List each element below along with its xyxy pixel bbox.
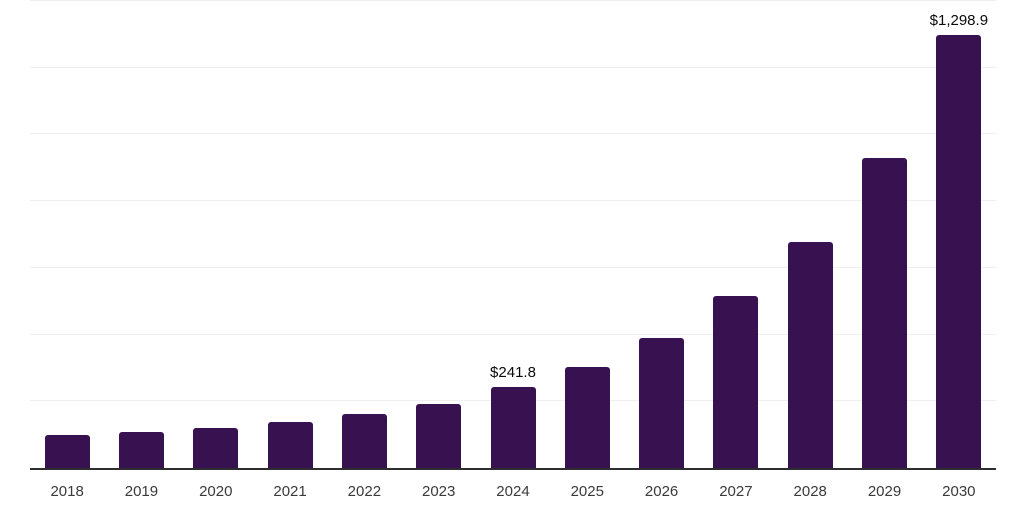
bar-2029[interactable] xyxy=(862,157,908,468)
x-tick-label-2020: 2020 xyxy=(199,483,233,500)
x-axis-labels: 2018 2019 2020 2021 2022 2023 2024 2025 2026 2027… xyxy=(30,483,996,505)
x-tick-label-2022: 2022 xyxy=(347,483,382,500)
gridline xyxy=(30,66,996,68)
bar-value-label-2030: $1,298.9 xyxy=(929,11,989,29)
gridline xyxy=(30,266,996,268)
x-tick-label-2025: 2025 xyxy=(570,483,604,500)
bar-2030[interactable] xyxy=(936,34,982,468)
bar-2018[interactable] xyxy=(44,434,90,468)
gridline xyxy=(30,200,996,202)
x-tick-label-2026: 2026 xyxy=(644,483,679,500)
x-tick-label-2030: 2030 xyxy=(942,483,976,500)
x-tick-label-2021: 2021 xyxy=(273,483,307,500)
gridline xyxy=(30,133,996,135)
gridline xyxy=(30,0,996,1)
bar-value-label-2024: $241.8 xyxy=(490,364,536,382)
x-tick-label-2024: 2024 xyxy=(496,483,530,500)
x-tick-label-2018: 2018 xyxy=(50,483,84,500)
bar-2025[interactable] xyxy=(564,366,610,468)
bar-2022[interactable] xyxy=(341,414,387,468)
x-tick-label-2019: 2019 xyxy=(124,483,159,500)
x-tick-label-2029: 2029 xyxy=(867,483,902,500)
bar-2021[interactable] xyxy=(267,421,313,468)
x-tick-label-2027: 2027 xyxy=(719,483,753,500)
x-tick-label-2028: 2028 xyxy=(793,483,827,500)
bar-2020[interactable] xyxy=(193,427,239,468)
plot-area: $241.8 $1,298.9 xyxy=(30,0,996,468)
bar-2026[interactable] xyxy=(639,337,685,468)
bar-2023[interactable] xyxy=(416,403,462,468)
gridline xyxy=(30,333,996,335)
bar-2024[interactable] xyxy=(490,387,536,468)
x-tick-label-2023: 2023 xyxy=(421,483,456,500)
bar-2019[interactable] xyxy=(118,431,164,468)
x-axis-line xyxy=(30,468,996,470)
bar-2027[interactable] xyxy=(713,296,759,468)
bar-2028[interactable] xyxy=(787,241,833,468)
